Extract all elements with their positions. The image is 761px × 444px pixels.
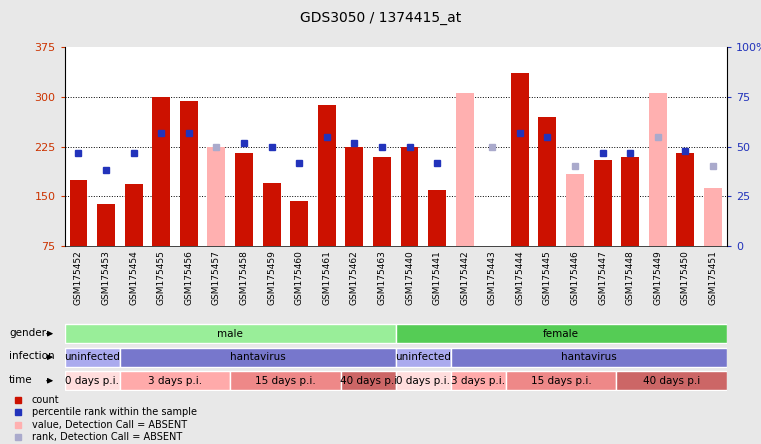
Bar <box>69 180 88 246</box>
Bar <box>345 147 363 246</box>
Bar <box>230 371 340 390</box>
Text: GSM175446: GSM175446 <box>571 250 580 305</box>
Text: uninfected: uninfected <box>396 352 451 362</box>
Bar <box>621 157 639 246</box>
Text: infection: infection <box>9 351 55 361</box>
Bar <box>65 348 119 367</box>
Bar <box>506 371 616 390</box>
Text: GSM175463: GSM175463 <box>377 250 387 305</box>
Bar <box>456 93 473 246</box>
Text: GSM175455: GSM175455 <box>157 250 166 305</box>
Bar <box>208 147 225 246</box>
Bar <box>65 324 396 343</box>
Bar <box>396 324 727 343</box>
Text: GSM175448: GSM175448 <box>626 250 635 305</box>
Text: GSM175456: GSM175456 <box>184 250 193 305</box>
Bar <box>451 348 727 367</box>
Bar <box>263 183 281 246</box>
Bar <box>400 147 419 246</box>
Text: GSM175462: GSM175462 <box>350 250 359 305</box>
Text: GSM175452: GSM175452 <box>74 250 83 305</box>
Text: 40 days p.i: 40 days p.i <box>643 376 700 386</box>
Text: GSM175449: GSM175449 <box>653 250 662 305</box>
Text: GSM175443: GSM175443 <box>488 250 497 305</box>
Bar <box>152 97 170 246</box>
Text: GSM175444: GSM175444 <box>515 250 524 305</box>
Text: rank, Detection Call = ABSENT: rank, Detection Call = ABSENT <box>32 432 182 442</box>
Text: 15 days p.i.: 15 days p.i. <box>255 376 316 386</box>
Bar <box>704 188 722 246</box>
Text: value, Detection Call = ABSENT: value, Detection Call = ABSENT <box>32 420 187 430</box>
Text: percentile rank within the sample: percentile rank within the sample <box>32 407 197 417</box>
Bar <box>511 73 529 246</box>
Text: GSM175458: GSM175458 <box>240 250 249 305</box>
Bar <box>318 105 336 246</box>
Text: male: male <box>217 329 244 339</box>
Text: GSM175457: GSM175457 <box>212 250 221 305</box>
Text: 3 days p.i.: 3 days p.i. <box>148 376 202 386</box>
Bar <box>649 93 667 246</box>
Text: hantavirus: hantavirus <box>561 352 616 362</box>
Bar <box>125 185 142 246</box>
Text: GSM175447: GSM175447 <box>598 250 607 305</box>
Text: 40 days p.i: 40 days p.i <box>339 376 396 386</box>
Bar <box>97 204 115 246</box>
Bar <box>594 160 612 246</box>
Text: 0 days p.i.: 0 days p.i. <box>396 376 451 386</box>
Text: 3 days p.i.: 3 days p.i. <box>451 376 505 386</box>
Text: hantavirus: hantavirus <box>230 352 285 362</box>
Text: time: time <box>9 375 33 385</box>
Text: GSM175453: GSM175453 <box>101 250 110 305</box>
Bar <box>539 117 556 246</box>
Bar <box>396 348 451 367</box>
Text: gender: gender <box>9 328 46 337</box>
Bar <box>428 190 446 246</box>
Text: 0 days p.i.: 0 days p.i. <box>65 376 119 386</box>
Bar <box>235 153 253 246</box>
Text: GSM175454: GSM175454 <box>129 250 139 305</box>
Text: GSM175461: GSM175461 <box>322 250 331 305</box>
Text: female: female <box>543 329 579 339</box>
Bar <box>180 100 198 246</box>
Bar <box>566 174 584 246</box>
Text: 15 days p.i.: 15 days p.i. <box>531 376 591 386</box>
Bar <box>120 371 230 390</box>
Bar <box>341 371 396 390</box>
Bar <box>65 371 119 390</box>
Bar <box>677 153 694 246</box>
Bar <box>373 157 391 246</box>
Bar <box>616 371 727 390</box>
Text: GSM175441: GSM175441 <box>432 250 441 305</box>
Text: GSM175451: GSM175451 <box>708 250 718 305</box>
Bar <box>290 201 308 246</box>
Text: uninfected: uninfected <box>65 352 120 362</box>
Text: GSM175440: GSM175440 <box>405 250 414 305</box>
Bar <box>451 371 506 390</box>
Bar <box>396 371 451 390</box>
Text: GSM175450: GSM175450 <box>681 250 690 305</box>
Text: GSM175445: GSM175445 <box>543 250 552 305</box>
Text: GDS3050 / 1374415_at: GDS3050 / 1374415_at <box>300 11 461 25</box>
Bar <box>120 348 396 367</box>
Text: GSM175460: GSM175460 <box>295 250 304 305</box>
Text: GSM175442: GSM175442 <box>460 250 470 305</box>
Text: GSM175459: GSM175459 <box>267 250 276 305</box>
Text: count: count <box>32 395 59 405</box>
